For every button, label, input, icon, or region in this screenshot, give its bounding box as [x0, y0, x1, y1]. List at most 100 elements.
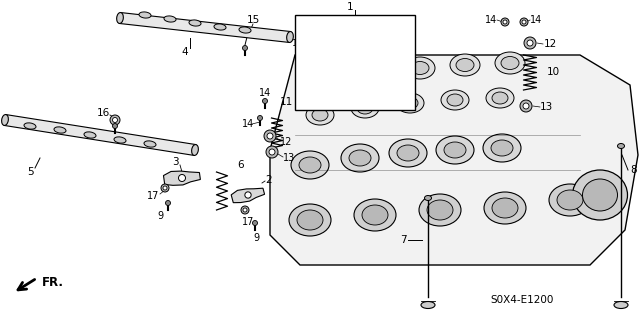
Text: 4: 4 — [182, 47, 188, 57]
Circle shape — [266, 146, 278, 158]
Ellipse shape — [397, 145, 419, 161]
Ellipse shape — [402, 97, 418, 109]
Text: 14: 14 — [242, 119, 254, 129]
Circle shape — [524, 37, 536, 49]
Ellipse shape — [484, 192, 526, 224]
Ellipse shape — [321, 73, 339, 86]
Ellipse shape — [491, 140, 513, 156]
Ellipse shape — [389, 139, 427, 167]
Ellipse shape — [573, 170, 627, 220]
Ellipse shape — [144, 141, 156, 147]
Circle shape — [113, 123, 118, 129]
Text: 10: 10 — [547, 67, 560, 77]
Circle shape — [113, 117, 118, 122]
Text: 11: 11 — [280, 97, 293, 107]
Text: 14: 14 — [259, 88, 271, 98]
Ellipse shape — [306, 105, 334, 125]
Text: 7: 7 — [401, 235, 407, 245]
Ellipse shape — [312, 109, 328, 121]
Circle shape — [166, 201, 170, 205]
Ellipse shape — [495, 52, 525, 74]
Ellipse shape — [362, 205, 388, 225]
Ellipse shape — [116, 12, 124, 24]
Ellipse shape — [557, 190, 583, 210]
Circle shape — [241, 206, 249, 214]
Text: 8: 8 — [630, 165, 637, 175]
Ellipse shape — [189, 20, 201, 26]
Circle shape — [522, 20, 526, 24]
Circle shape — [342, 88, 348, 93]
Ellipse shape — [239, 27, 251, 33]
Ellipse shape — [450, 54, 480, 76]
Circle shape — [269, 149, 275, 155]
Ellipse shape — [492, 92, 508, 104]
Ellipse shape — [614, 301, 628, 308]
Ellipse shape — [54, 127, 66, 133]
Ellipse shape — [245, 192, 251, 198]
Text: 9: 9 — [253, 233, 259, 243]
Text: 6: 6 — [237, 160, 244, 170]
Ellipse shape — [582, 179, 618, 211]
Circle shape — [257, 115, 262, 121]
Circle shape — [523, 103, 529, 109]
Text: FR.: FR. — [42, 276, 64, 288]
Ellipse shape — [441, 90, 469, 110]
Text: 16: 16 — [97, 108, 109, 118]
Text: 12: 12 — [280, 137, 292, 147]
Ellipse shape — [315, 69, 345, 91]
Ellipse shape — [297, 210, 323, 230]
Text: 2: 2 — [265, 175, 271, 185]
Text: 17: 17 — [242, 217, 254, 227]
Ellipse shape — [214, 24, 226, 30]
Text: 17: 17 — [147, 191, 159, 201]
Ellipse shape — [287, 32, 293, 42]
Ellipse shape — [179, 174, 186, 182]
Text: 17: 17 — [292, 40, 304, 48]
Text: 1: 1 — [347, 2, 353, 12]
Circle shape — [527, 40, 533, 46]
Ellipse shape — [396, 93, 424, 113]
Ellipse shape — [427, 200, 453, 220]
Text: 17: 17 — [351, 42, 363, 51]
Ellipse shape — [341, 144, 379, 172]
Text: 14: 14 — [485, 15, 497, 25]
Ellipse shape — [405, 57, 435, 79]
Ellipse shape — [549, 184, 591, 216]
Ellipse shape — [421, 301, 435, 308]
Ellipse shape — [164, 16, 176, 22]
Ellipse shape — [618, 144, 625, 149]
Ellipse shape — [289, 204, 331, 236]
Circle shape — [304, 44, 312, 52]
Ellipse shape — [24, 123, 36, 129]
Circle shape — [346, 50, 350, 54]
Ellipse shape — [456, 58, 474, 71]
Text: 13: 13 — [283, 153, 295, 163]
Text: 15: 15 — [246, 15, 260, 25]
Ellipse shape — [366, 66, 384, 79]
Ellipse shape — [436, 136, 474, 164]
Ellipse shape — [2, 115, 8, 125]
Text: S0X4-E1200: S0X4-E1200 — [490, 295, 554, 305]
Text: 3: 3 — [172, 157, 179, 167]
Ellipse shape — [191, 145, 198, 155]
Circle shape — [163, 186, 167, 190]
Circle shape — [161, 184, 169, 192]
Circle shape — [520, 18, 528, 26]
Ellipse shape — [360, 62, 390, 84]
Ellipse shape — [299, 157, 321, 173]
Ellipse shape — [492, 198, 518, 218]
Text: 5: 5 — [27, 167, 33, 177]
Ellipse shape — [424, 196, 431, 201]
Ellipse shape — [419, 194, 461, 226]
Bar — [295, 15, 415, 110]
Circle shape — [520, 100, 532, 112]
Text: 14: 14 — [530, 15, 542, 25]
Ellipse shape — [84, 132, 96, 138]
Polygon shape — [163, 171, 200, 185]
Circle shape — [312, 84, 317, 88]
Text: 13: 13 — [540, 102, 553, 112]
Text: 12: 12 — [544, 39, 557, 49]
Ellipse shape — [486, 88, 514, 108]
Circle shape — [306, 46, 310, 50]
Polygon shape — [314, 56, 346, 69]
